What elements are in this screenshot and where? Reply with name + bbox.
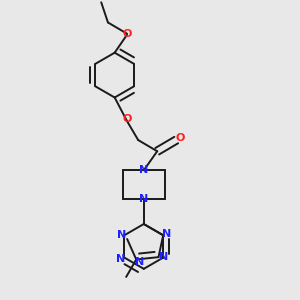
Text: O: O bbox=[122, 113, 132, 124]
Text: N: N bbox=[162, 229, 172, 239]
Text: N: N bbox=[135, 257, 144, 267]
Text: N: N bbox=[160, 252, 169, 262]
Text: O: O bbox=[122, 29, 132, 39]
Text: N: N bbox=[139, 165, 148, 175]
Text: N: N bbox=[116, 254, 125, 264]
Text: N: N bbox=[139, 194, 148, 204]
Text: N: N bbox=[117, 230, 126, 240]
Text: O: O bbox=[175, 134, 185, 143]
